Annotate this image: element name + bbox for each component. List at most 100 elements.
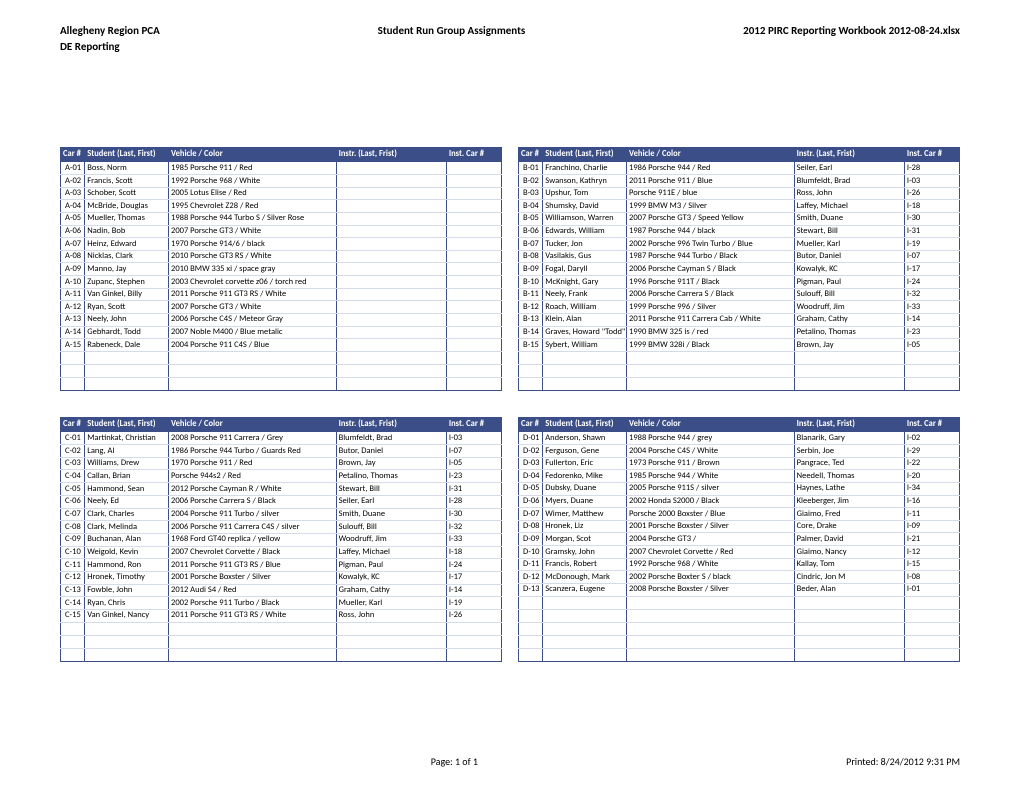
cell-car: [61, 351, 85, 364]
cell-instructor: Kleeberger, Jim: [794, 495, 904, 508]
cell-student: Vasilakis, Gus: [543, 250, 627, 263]
cell-instructor: [336, 301, 446, 314]
cell-instructor: [336, 187, 446, 200]
cell-student: Manno, Jay: [85, 263, 169, 276]
table-row: D-06Myers, Duane2002 Honda S2000 / Black…: [519, 495, 960, 508]
table-row: C-14Ryan, Chris2002 Porsche 911 Turbo / …: [61, 597, 502, 610]
cell-inst_car: I-31: [446, 483, 501, 496]
cell-car: C-02: [61, 445, 85, 458]
cell-car: D-13: [519, 583, 543, 596]
row-of-tables: Car #Student (Last, First)Vehicle / Colo…: [60, 147, 960, 391]
cell-vehicle: 2011 Porsche 911 Carrera Cab / White: [627, 313, 795, 326]
cell-instructor: Pigman, Paul: [336, 559, 446, 572]
cell-student: [85, 364, 169, 377]
cell-instructor: Pigman, Paul: [794, 276, 904, 289]
cell-vehicle: 2008 Porsche Boxster / Silver: [627, 583, 795, 596]
col-header-student: Student (Last, First): [85, 147, 169, 162]
table-row: C-13Fowble, John2012 Audi S4 / RedGraham…: [61, 584, 502, 597]
cell-student: [543, 648, 627, 661]
cell-instructor: Ross, John: [336, 609, 446, 622]
cell-instructor: Giaimo, Nancy: [794, 546, 904, 559]
table-row: C-08Clark, Melinda2006 Porsche 911 Carre…: [61, 521, 502, 534]
cell-student: Zupanc, Stephen: [85, 276, 169, 289]
cell-student: Gramsky, John: [543, 546, 627, 559]
cell-inst_car: I-05: [904, 339, 959, 352]
cell-inst_car: [904, 596, 959, 609]
cell-instructor: [336, 648, 446, 661]
cell-instructor: [336, 162, 446, 175]
table-row: A-04McBride, Douglas1995 Chevrolet Z28 /…: [61, 200, 502, 213]
cell-car: B-07: [519, 238, 543, 251]
cell-vehicle: 1992 Porsche 968 / White: [169, 175, 337, 188]
cell-student: Wimer, Matthew: [543, 508, 627, 521]
table-row: C-09Buchanan, Alan1968 Ford GT40 replica…: [61, 533, 502, 546]
cell-instructor: Stewart, Bill: [336, 483, 446, 496]
cell-car: C-06: [61, 495, 85, 508]
table-row: A-05Mueller, Thomas1988 Porsche 944 Turb…: [61, 212, 502, 225]
cell-instructor: Graham, Cathy: [336, 584, 446, 597]
table-row: [519, 635, 960, 648]
cell-car: [519, 351, 543, 364]
cell-inst_car: I-20: [904, 470, 959, 483]
cell-instructor: Ross, John: [794, 187, 904, 200]
table-row: B-04Shumsky, David1999 BMW M3 / SilverLa…: [519, 200, 960, 213]
header-row: Allegheny Region PCA Student Run Group A…: [60, 24, 960, 39]
table-row: A-12Ryan, Scott2007 Porsche GT3 / White: [61, 301, 502, 314]
cell-vehicle: 2004 Porsche GT3 /: [627, 533, 795, 546]
row-of-tables: Car #Student (Last, First)Vehicle / Colo…: [60, 417, 960, 662]
cell-student: Buchanan, Alan: [85, 533, 169, 546]
table-row: A-15Rabeneck, Dale2004 Porsche 911 C4S /…: [61, 339, 502, 352]
col-header-instructor: Instr. (Last, Frist): [794, 417, 904, 432]
table-row: D-04Fedorenko, Mike1985 Porsche 944 / Wh…: [519, 470, 960, 483]
cell-car: B-06: [519, 225, 543, 238]
cell-inst_car: I-19: [446, 597, 501, 610]
cell-car: A-14: [61, 326, 85, 339]
cell-car: C-12: [61, 571, 85, 584]
cell-car: B-01: [519, 162, 543, 175]
cell-inst_car: [446, 635, 501, 648]
cell-vehicle: 1992 Porsche 968 / White: [627, 558, 795, 571]
cell-instructor: Butor, Daniel: [336, 445, 446, 458]
cell-instructor: Brown, Jay: [336, 457, 446, 470]
cell-instructor: [336, 339, 446, 352]
cell-student: Sybert, William: [543, 339, 627, 352]
cell-inst_car: I-18: [446, 546, 501, 559]
table-row: A-10Zupanc, Stephen2003 Chevrolet corvet…: [61, 276, 502, 289]
cell-student: [543, 377, 627, 390]
cell-vehicle: 1970 Porsche 911 / Red: [169, 457, 337, 470]
table-row: C-01Martinkat, Christian2008 Porsche 911…: [61, 432, 502, 445]
table-row: A-03Schober, Scott2005 Lotus Elise / Red: [61, 187, 502, 200]
cell-inst_car: [446, 339, 501, 352]
cell-vehicle: 2002 Porsche 996 Twin Turbo / Blue: [627, 238, 795, 251]
table-row: B-08Vasilakis, Gus1987 Porsche 944 Turbo…: [519, 250, 960, 263]
cell-inst_car: [904, 648, 959, 661]
cell-student: Nicklas, Clark: [85, 250, 169, 263]
footer-right: Printed: 8/24/2012 9:31 PM: [846, 755, 960, 768]
cell-vehicle: 2011 Porsche 911 GT3 RS / White: [169, 288, 337, 301]
cell-car: [61, 635, 85, 648]
cell-vehicle: [169, 622, 337, 635]
cell-car: A-06: [61, 225, 85, 238]
cell-vehicle: 1968 Ford GT40 replica / yellow: [169, 533, 337, 546]
cell-inst_car: I-23: [446, 470, 501, 483]
cell-car: [61, 364, 85, 377]
cell-vehicle: 2010 Porsche GT3 RS / White: [169, 250, 337, 263]
footer-center: Page: 1 of 1: [63, 755, 847, 768]
cell-inst_car: [446, 326, 501, 339]
cell-student: Boss, Norm: [85, 162, 169, 175]
cell-student: [543, 635, 627, 648]
page: Allegheny Region PCA Student Run Group A…: [0, 0, 1020, 788]
cell-inst_car: I-21: [904, 533, 959, 546]
cell-student: Roach, William: [543, 301, 627, 314]
col-header-inst_car: Inst. Car #: [446, 147, 501, 162]
cell-instructor: Blumfeldt, Brad: [336, 432, 446, 445]
cell-inst_car: I-16: [904, 495, 959, 508]
cell-student: Martinkat, Christian: [85, 432, 169, 445]
cell-instructor: Needell, Thomas: [794, 470, 904, 483]
table-row: B-09Fogal, Daryll2006 Porsche Cayman S /…: [519, 263, 960, 276]
cell-vehicle: [169, 635, 337, 648]
cell-instructor: Laffey, Michael: [794, 200, 904, 213]
table-row: [519, 622, 960, 635]
cell-student: Van Ginkel, Billy: [85, 288, 169, 301]
cell-vehicle: 2007 Porsche GT3 / White: [169, 225, 337, 238]
